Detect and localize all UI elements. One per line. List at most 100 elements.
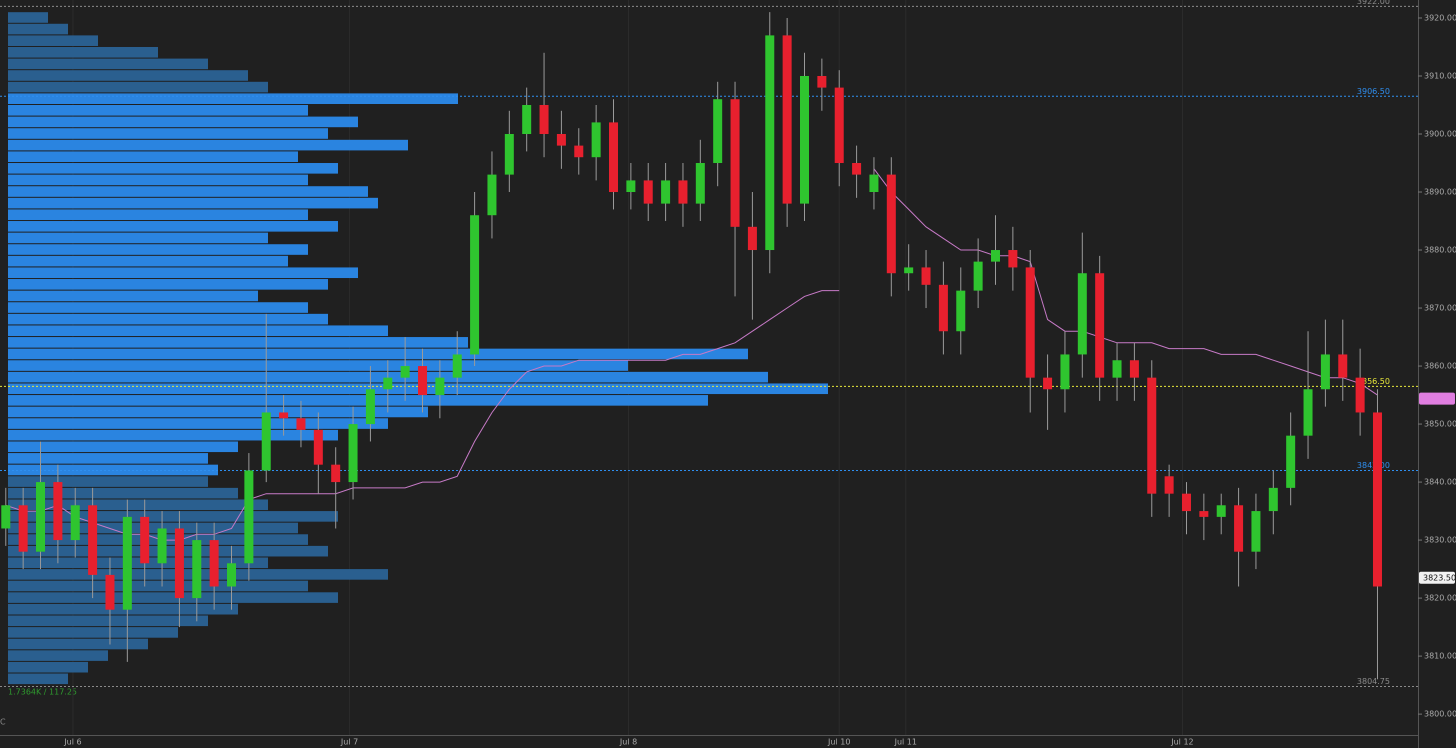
candle-body (331, 464, 341, 483)
candle-body (1338, 354, 1348, 378)
x-tick-label: Jul 12 (1170, 738, 1193, 747)
volume-profile-bar (8, 545, 328, 557)
volume-profile-bar (8, 163, 338, 174)
candle-body (1268, 487, 1278, 512)
volume-profile-bar (8, 476, 208, 487)
candle-body (678, 180, 688, 204)
volume-profile-bar (8, 70, 248, 81)
volume-profile-bar (8, 139, 408, 151)
candle-body (1112, 360, 1122, 378)
candle-body (990, 250, 1000, 262)
candle-body (383, 377, 393, 390)
candle-body (53, 482, 63, 541)
candle-body (157, 528, 167, 564)
y-tick-label: 3840.00 (1424, 478, 1456, 487)
x-tick-label: Jul 8 (619, 738, 637, 747)
price-tag (1419, 392, 1455, 405)
volume-profile-bar (8, 313, 328, 325)
candle-body (799, 75, 809, 204)
candle-body (313, 429, 323, 465)
level-label: 3804.75 (1357, 677, 1390, 686)
candle-body (1025, 267, 1035, 378)
candle-body (1199, 511, 1209, 517)
level-label: 3856.50 (1357, 377, 1390, 386)
candle-body (1286, 435, 1296, 488)
volume-profile-bar (8, 12, 48, 23)
candle-body (452, 354, 462, 378)
candle-body (1320, 354, 1330, 390)
candle-body (192, 540, 202, 599)
volume-profile-bar (8, 499, 268, 511)
candle-body (643, 180, 653, 204)
volume-profile-bar (8, 650, 108, 661)
candle-body (1060, 354, 1070, 390)
volume-profile-bar (8, 128, 328, 139)
candle-body (105, 574, 115, 610)
volume-profile-bar (8, 267, 358, 279)
candle-body (1216, 505, 1226, 517)
y-tick-label: 3810.00 (1424, 652, 1456, 661)
volume-profile-bar (8, 418, 388, 429)
candle-body (713, 99, 723, 164)
candle-body (1181, 493, 1191, 512)
candle-body (609, 122, 619, 193)
level-label: 3906.50 (1357, 87, 1390, 96)
volume-profile-bar (8, 638, 148, 650)
volume-profile-bar (8, 673, 68, 685)
volume-profile-bar (8, 615, 208, 627)
candle-body (1129, 360, 1139, 378)
profile-annotation: 1.7364K / 117.25 (8, 688, 77, 697)
candle-body (348, 424, 358, 483)
x-tick-label: Jul 6 (63, 738, 81, 747)
candle-body (539, 105, 549, 135)
volume-profile-bar (8, 627, 178, 638)
candle-body (574, 145, 584, 158)
candle-body (834, 87, 844, 164)
candle-body (591, 122, 601, 158)
corner-label: C (0, 718, 6, 727)
candle-body (174, 528, 184, 599)
volume-profile-bar (8, 209, 308, 221)
volume-profile-bar (8, 255, 288, 267)
volume-profile-bar (8, 395, 708, 406)
candle-body (504, 134, 514, 175)
candle-body (209, 540, 219, 587)
candle-body (70, 505, 80, 541)
volume-profile-bar (8, 151, 298, 163)
candle-body (227, 563, 237, 587)
candle-body (938, 284, 948, 332)
level-label: 3922.00 (1357, 0, 1390, 6)
volume-profile-bar (8, 105, 308, 116)
candle-body (747, 226, 757, 251)
y-tick-label: 3860.00 (1424, 362, 1456, 371)
volume-profile-bar (8, 290, 258, 302)
candle-body (88, 505, 98, 575)
volume-profile-bar (8, 580, 308, 592)
candle-body (1372, 412, 1382, 587)
candle-body (18, 505, 28, 552)
candle-body (626, 180, 636, 193)
volume-profile-bar (8, 232, 268, 244)
candle-body (1008, 250, 1018, 268)
candle-body (244, 470, 254, 564)
x-tick-label: Jul 7 (340, 738, 358, 747)
candle-body (1043, 377, 1053, 390)
candle-body (852, 163, 862, 175)
candle-body (921, 267, 931, 285)
volume-profile-bar (8, 360, 628, 371)
candle-body (1251, 511, 1261, 552)
candle-body (296, 418, 306, 430)
candle-body (1234, 505, 1244, 552)
volume-profile-bar (8, 325, 388, 337)
volume-profile-bar (8, 487, 238, 499)
y-tick-label: 3880.00 (1424, 246, 1456, 255)
candle-body (418, 366, 428, 396)
volume-profile-bar (8, 661, 88, 673)
volume-profile-bar (8, 197, 378, 209)
candle-body (1164, 476, 1174, 494)
candle-body (782, 35, 792, 204)
candle-body (1147, 377, 1157, 494)
candle-body (1355, 377, 1365, 413)
y-tick-label: 3920.00 (1424, 13, 1456, 22)
